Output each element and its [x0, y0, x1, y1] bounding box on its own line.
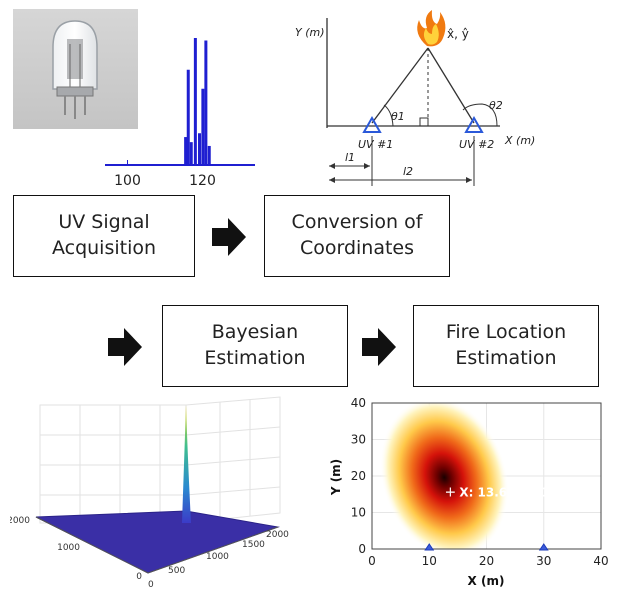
heatmap-y-tick: 40	[351, 396, 366, 410]
uv1-label: UV #1	[358, 138, 393, 151]
step-uv-signal-acquisition: UV Signal Acquisition	[13, 195, 195, 277]
surface-x-tick: 2000	[266, 530, 289, 540]
step-bayesian-estimation: Bayesian Estimation	[162, 305, 348, 387]
heatmap-x-tick: 20	[479, 554, 494, 568]
step-fire-location-estimation: Fire Location Estimation	[413, 305, 599, 387]
spectrum-tick-label: 120	[189, 173, 216, 189]
spectrum-tick-label: 100	[114, 173, 141, 189]
l2-label: l2	[403, 165, 413, 178]
heatmap-y-tick: 10	[351, 506, 366, 520]
heatmap-x-tick: 30	[536, 554, 551, 568]
theta1-label: θ1	[391, 110, 405, 123]
uv2-sensor-icon	[466, 118, 482, 132]
arrow-right-icon	[108, 328, 142, 366]
l1-label: l1	[345, 151, 355, 164]
step-1-line-2: Acquisition	[52, 236, 156, 262]
right-angle-mark	[420, 118, 428, 126]
flame-icon	[417, 10, 445, 46]
heatmap-y-tick: 0	[358, 542, 366, 556]
heatmap-y-tick: 20	[351, 469, 366, 483]
step-conversion-of-coordinates: Conversion of Coordinates	[264, 195, 450, 277]
surface-y-tick: 1000	[57, 543, 80, 553]
surface-x-tick: 1500	[242, 540, 265, 550]
step-1-line-1: UV Signal	[58, 210, 149, 236]
target-label: x̂, ŷ	[447, 27, 469, 41]
heatmap-y-label: Y (m)	[329, 459, 343, 496]
step-3-line-2: Estimation	[204, 346, 305, 372]
triangulation-diagram: Y (m) X (m) x̂, ŷ θ1 θ2 UV #1 UV #2 l1 l…	[285, 8, 610, 188]
ray-from-uv2	[428, 48, 474, 123]
uv2-label: UV #2	[459, 138, 494, 151]
heatmap-x-tick: 10	[422, 554, 437, 568]
arrow-right-icon	[212, 218, 246, 256]
peak-marker-icon: +	[444, 484, 456, 500]
sensor-marker-icon	[540, 544, 548, 550]
surface-y-tick: 2000	[10, 516, 30, 526]
step-4-line-1: Fire Location	[446, 320, 566, 346]
peak-annotation: X: 13.68, Y: 15.76	[459, 485, 579, 499]
y-axis-label: Y (m)	[295, 26, 325, 39]
uv-spectrum-chart: 100 120	[95, 30, 265, 190]
uv1-sensor-icon	[364, 118, 380, 132]
surface-x-tick: 500	[168, 566, 185, 576]
surface-x-tick: 0	[148, 580, 154, 590]
heatmap-x-tick: 40	[593, 554, 608, 568]
arrow-right-icon	[362, 328, 396, 366]
step-4-line-2: Estimation	[455, 346, 556, 372]
heatmap-x-label: X (m)	[468, 574, 505, 588]
step-2-line-1: Conversion of	[292, 210, 423, 236]
heatmap-y-tick: 30	[351, 433, 366, 447]
surface-peak	[182, 405, 191, 523]
x-axis-label: X (m)	[504, 134, 535, 147]
surface-grid	[40, 397, 280, 523]
posterior-surface-plot: 2000 1000 0 0 500 1000 1500 2000	[10, 395, 300, 590]
heatmap-x-tick: 0	[368, 554, 376, 568]
step-2-line-2: Coordinates	[300, 236, 414, 262]
theta2-label: θ2	[489, 99, 503, 112]
surface-x-tick: 1000	[206, 552, 229, 562]
step-3-line-1: Bayesian	[212, 320, 298, 346]
spectrum-bars	[186, 38, 210, 165]
surface-y-tick: 0	[136, 572, 142, 582]
